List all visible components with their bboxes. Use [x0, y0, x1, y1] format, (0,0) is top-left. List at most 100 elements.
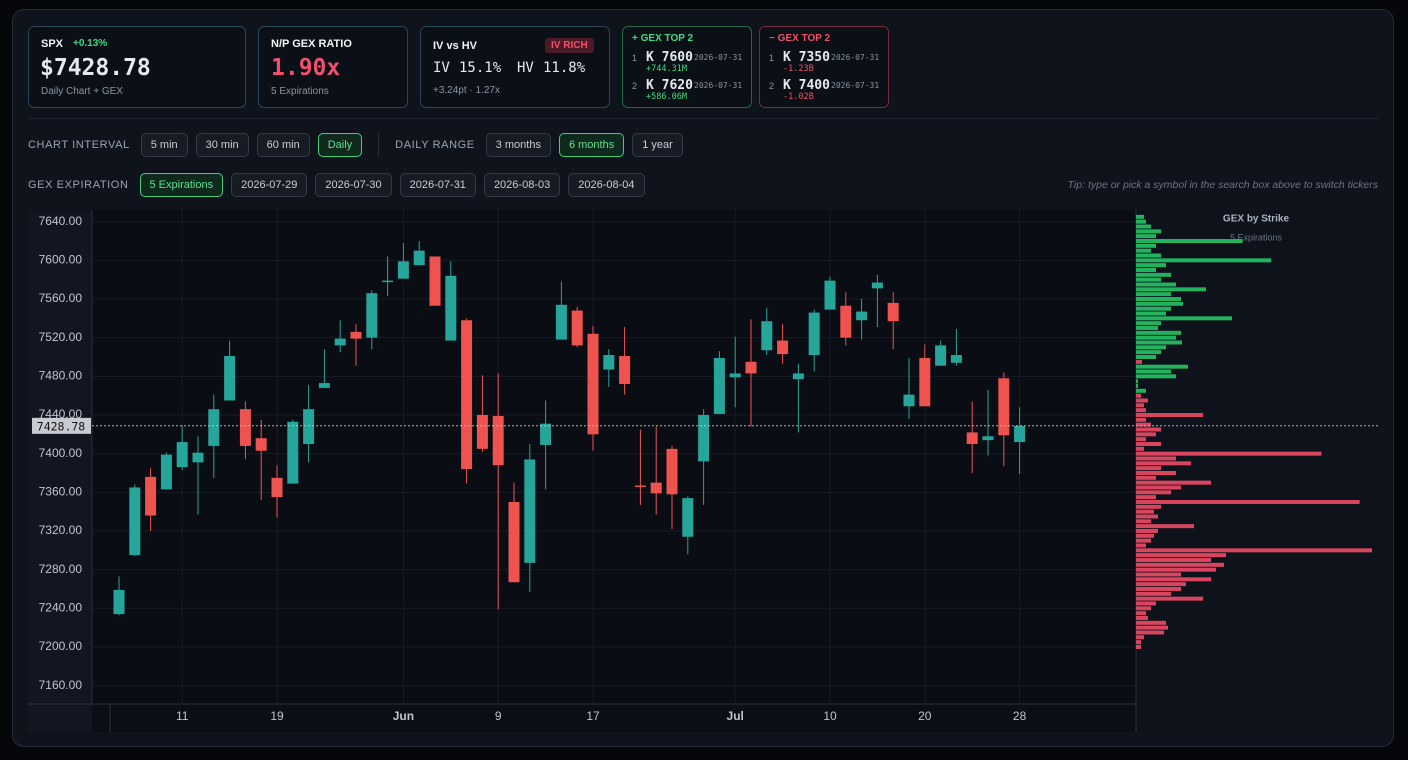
last-price-box — [32, 417, 91, 434]
option-button[interactable]: 2026-07-31 — [399, 173, 476, 197]
gex-bar — [1136, 238, 1243, 243]
gex-bar — [1136, 422, 1152, 427]
option-button[interactable]: Daily — [317, 133, 363, 157]
controls-row: GEX EXPIRATION 5 Expirations 2026-07-29 202… — [28, 173, 645, 197]
gex-bar — [1136, 499, 1360, 504]
candle-body — [919, 357, 931, 407]
candle-body — [208, 409, 220, 446]
option-button[interactable]: 6 months — [558, 133, 625, 157]
gex-bar — [1136, 354, 1156, 359]
x-tick-label: 17 — [586, 709, 600, 723]
gex-bar — [1136, 316, 1232, 321]
candle-body — [540, 423, 552, 445]
gex-subtitle: 5 Expirations — [1230, 232, 1283, 242]
gex-bar — [1136, 485, 1182, 490]
gex-bar — [1136, 533, 1154, 538]
gex-bar — [1136, 630, 1164, 635]
y-tick-label: 7160.00 — [39, 678, 83, 692]
gex-bar — [1136, 296, 1182, 301]
y-tick-label: 7600.00 — [39, 253, 83, 267]
gex-bar — [1136, 267, 1156, 272]
candle-body — [303, 409, 315, 444]
x-tick-label: 28 — [1013, 709, 1027, 723]
gex-bar — [1136, 364, 1188, 369]
gex-bar — [1136, 456, 1176, 461]
gex-bar — [1136, 640, 1142, 645]
gex-bar — [1136, 577, 1212, 582]
candle-body — [619, 356, 631, 385]
gex-bar — [1136, 258, 1272, 263]
candle-body — [350, 331, 362, 339]
tip: Tip: type or pick a symbol in the search… — [1067, 179, 1378, 191]
gex-bar — [1136, 582, 1186, 587]
candle-body — [966, 432, 978, 444]
iv: 15.1% — [459, 60, 502, 76]
hv: 11.8% — [543, 60, 586, 76]
gex-bar — [1136, 359, 1142, 364]
gex-bar — [1136, 301, 1184, 306]
gex-bar — [1136, 446, 1144, 451]
badge: IV RICH — [545, 38, 594, 53]
gex-bar — [1136, 437, 1146, 442]
candle-body — [903, 394, 915, 407]
plot-bg — [92, 210, 1136, 704]
gex-bar — [1136, 548, 1372, 553]
candle-body — [492, 415, 504, 466]
subtitle: Daily Chart + GEX — [41, 86, 123, 97]
option-button[interactable]: 2026-07-29 — [231, 173, 308, 197]
candle-body — [508, 501, 520, 583]
gex-bar — [1136, 601, 1156, 606]
candle-body — [476, 414, 488, 449]
change: +0.13% — [73, 38, 108, 49]
gex: +744.31M — [646, 64, 687, 74]
candle-body — [461, 320, 473, 470]
option-button[interactable]: 30 min — [195, 133, 249, 157]
option-button[interactable]: 2026-07-30 — [315, 173, 392, 197]
gex-bar — [1136, 311, 1166, 316]
y-tick-label: 7360.00 — [39, 484, 83, 498]
candle-body — [397, 261, 409, 279]
gex: +586.06M — [646, 92, 687, 102]
gex-bar — [1136, 224, 1152, 229]
x-tick-label: 19 — [270, 709, 284, 723]
gex-bar — [1136, 398, 1148, 403]
x-tick-label: 10 — [823, 709, 837, 723]
option-button[interactable]: 60 min — [256, 133, 310, 157]
gex-bar — [1136, 504, 1162, 509]
option-button[interactable]: 2026-08-03 — [483, 173, 561, 197]
gex-bar — [1136, 427, 1162, 432]
option-button[interactable]: 3 months — [485, 133, 551, 157]
candle-body — [840, 305, 852, 338]
gex-bar — [1136, 615, 1148, 620]
gex-bar — [1136, 321, 1162, 326]
gex-title: GEX by Strike — [1223, 214, 1290, 225]
gex-bar — [1136, 369, 1172, 374]
candle-body — [761, 321, 773, 351]
control-label: GEX EXPIRATION — [28, 179, 129, 191]
candle-body — [713, 357, 725, 415]
title: IV vs HV — [433, 40, 478, 52]
candle-body — [224, 356, 236, 401]
spot-card: SPX +0.13% $7428.78 Daily Chart + GEX — [28, 26, 246, 108]
option-button[interactable]: 5 Expirations — [139, 173, 224, 197]
gex-bar — [1136, 567, 1216, 572]
y-tick-label: 7200.00 — [39, 639, 83, 653]
title: N/P GEX RATIO — [271, 38, 352, 50]
option-button[interactable]: 1 year — [632, 133, 683, 157]
candle-body — [271, 477, 283, 498]
candle-body — [634, 485, 646, 488]
candle-body — [429, 256, 441, 306]
gex-bar — [1136, 572, 1182, 577]
candle-body — [145, 476, 157, 516]
gex-bar — [1136, 248, 1152, 253]
y-tick-label: 7400.00 — [39, 446, 83, 460]
gex-bar — [1136, 538, 1152, 543]
candle-body — [729, 373, 741, 378]
option-button[interactable]: 5 min — [140, 133, 188, 157]
gex-bar — [1136, 495, 1156, 500]
separator — [378, 133, 380, 157]
option-button[interactable]: 2026-08-04 — [568, 173, 645, 197]
rank: 2 — [632, 81, 638, 91]
gex-bar — [1136, 335, 1176, 340]
title: + GEX TOP 2 — [632, 33, 694, 44]
